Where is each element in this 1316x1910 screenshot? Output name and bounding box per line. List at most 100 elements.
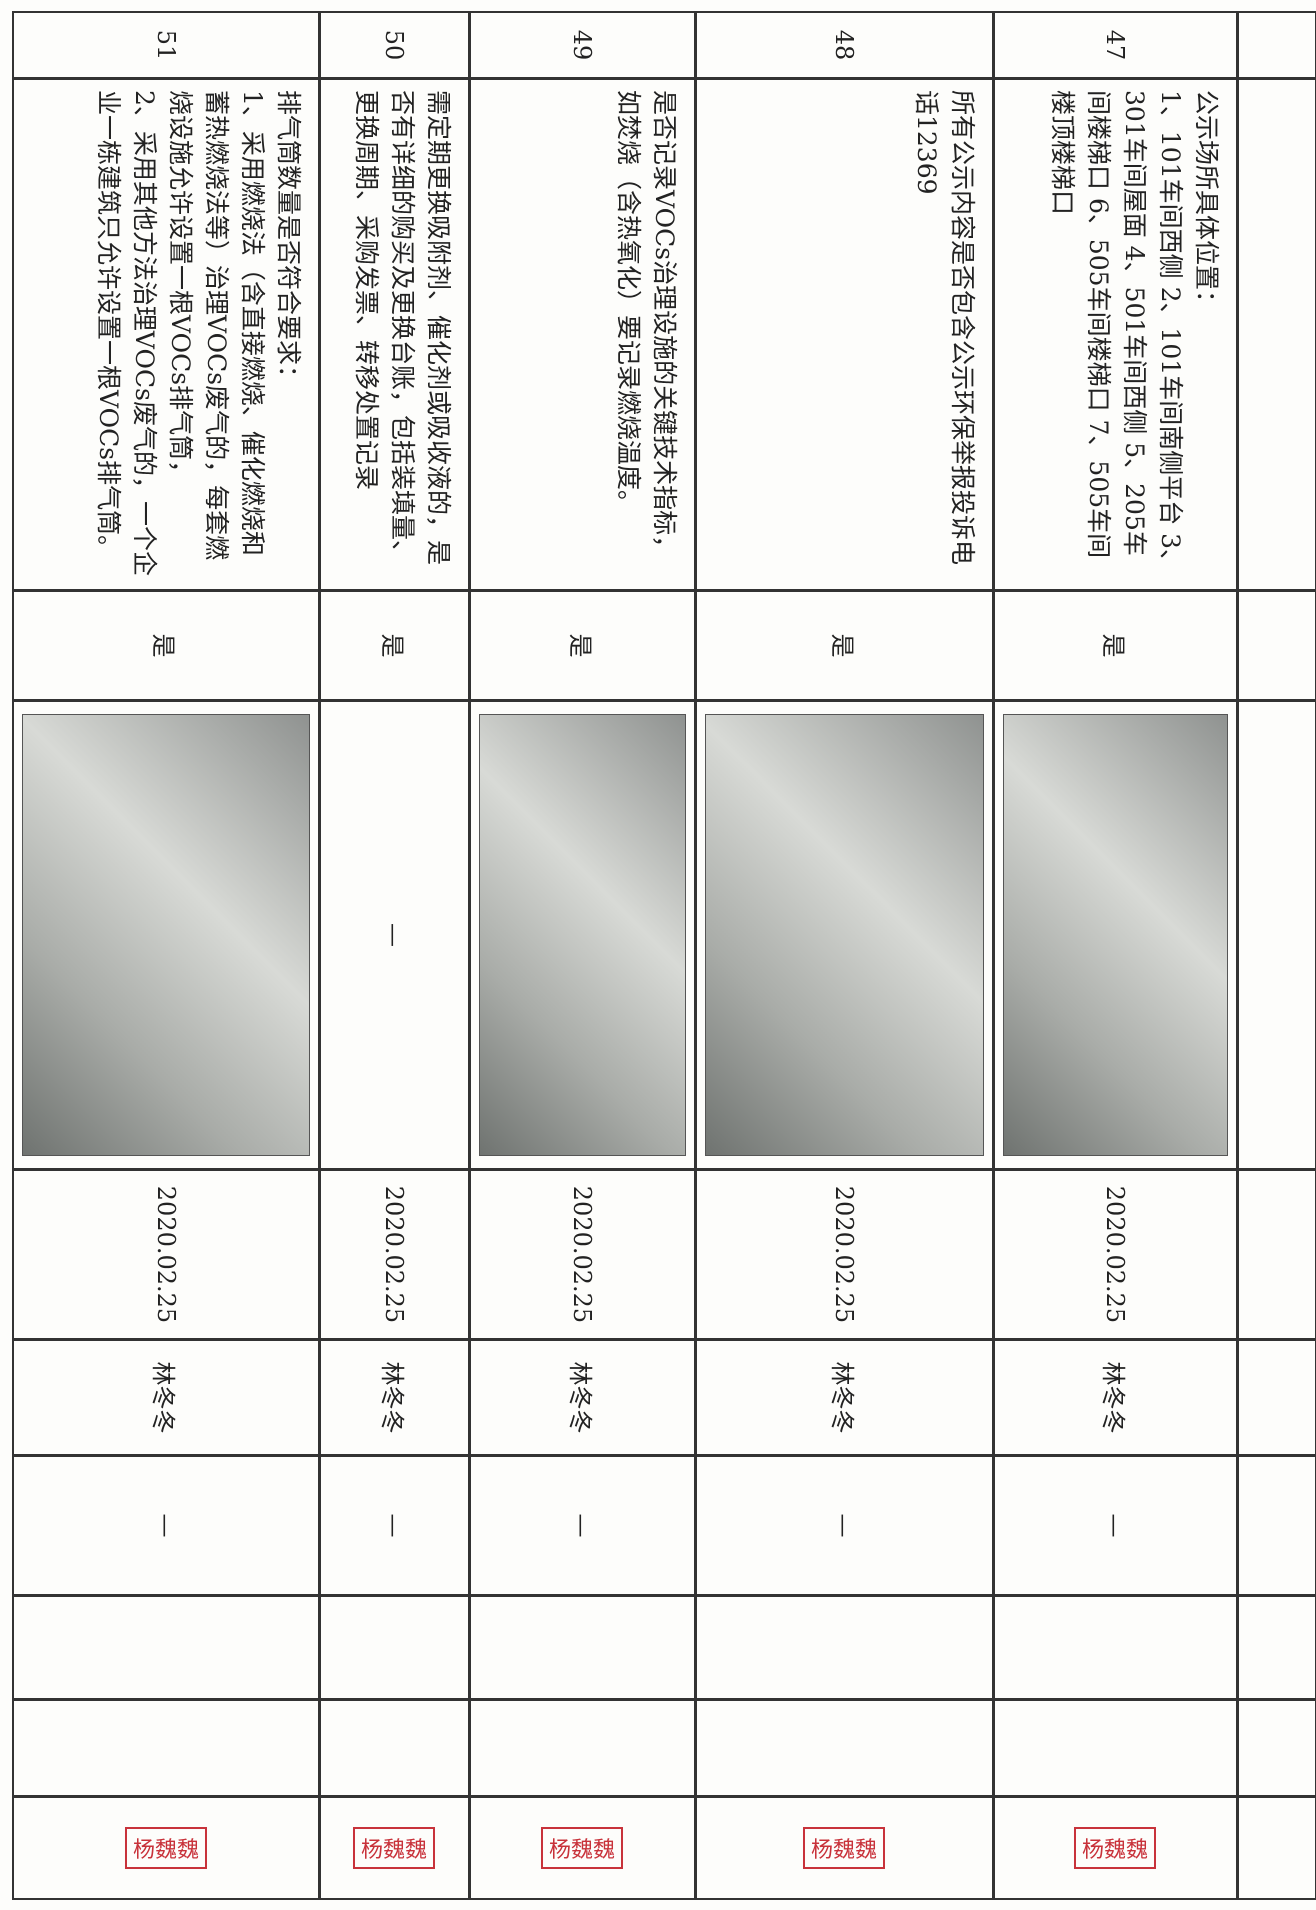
date-text: 2020.02.25 xyxy=(380,1185,409,1324)
result-cell: 是 xyxy=(12,590,320,701)
row-number-text: 50 xyxy=(380,29,409,61)
date-cell: 2020.02.25 xyxy=(469,1169,696,1340)
stamp: 杨魏魏 xyxy=(353,1826,436,1869)
remark-text: — xyxy=(152,1513,180,1538)
person-text: 林冬冬 xyxy=(149,1361,178,1434)
person-text: 林冬冬 xyxy=(378,1361,406,1434)
content-text: 所有公示内容是否包含公示环保举报投诉电话12369 xyxy=(912,90,977,566)
blank-cell xyxy=(319,1699,470,1797)
remark-cell: — xyxy=(319,1455,470,1596)
content-cell: 是否记录VOCs治理设施的关键技术指标，如焚烧（含热氧化）要记录燃烧温度。 xyxy=(469,78,696,591)
result-text: 是 xyxy=(378,633,406,658)
photo-cell xyxy=(993,700,1238,1170)
blank-cell xyxy=(1237,1455,1316,1596)
photo xyxy=(479,714,686,1156)
photo-cell xyxy=(12,700,320,1170)
blank-cell xyxy=(319,1595,470,1700)
date-text: 2020.02.25 xyxy=(152,1185,180,1324)
person-text: 林冬冬 xyxy=(566,1361,594,1434)
date-cell: 2020.02.25 xyxy=(993,1169,1238,1340)
date-text: 2020.02.25 xyxy=(830,1185,859,1324)
blank-cell xyxy=(1237,1595,1316,1700)
row-number: 47 xyxy=(993,11,1238,79)
blank-cell xyxy=(1237,1339,1316,1456)
row-number-text: 51 xyxy=(152,29,180,61)
result-cell: 是 xyxy=(993,590,1238,701)
photo xyxy=(705,714,984,1156)
result-cell: 是 xyxy=(469,590,696,701)
stamp: 杨魏魏 xyxy=(124,1826,208,1869)
blank-cell xyxy=(12,1595,320,1700)
date-text: 2020.02.25 xyxy=(1101,1185,1130,1324)
result-text: 是 xyxy=(149,633,178,658)
remark-cell: — xyxy=(12,1455,320,1596)
stamp: 杨魏魏 xyxy=(1074,1826,1157,1869)
result-text: 是 xyxy=(1099,633,1127,658)
person-cell: 林冬冬 xyxy=(319,1339,470,1456)
row-number: 51 xyxy=(12,11,320,79)
row-number-text: 47 xyxy=(1101,29,1130,61)
blank-cell xyxy=(12,1699,320,1797)
person-text: 林冬冬 xyxy=(828,1361,856,1434)
blank-cell xyxy=(469,1595,696,1700)
result-cell: 是 xyxy=(319,590,470,701)
content-cell: 公示场所具体位置： 1、101车间西侧 2、101车间南侧平台 3、301车间屋… xyxy=(993,78,1238,591)
stamp: 杨魏魏 xyxy=(803,1826,886,1869)
remark-cell: — xyxy=(695,1455,994,1596)
result-text: 是 xyxy=(828,633,856,658)
row-number: 48 xyxy=(695,11,994,79)
blank-cell xyxy=(1237,1796,1316,1900)
remark-text: — xyxy=(568,1513,597,1538)
result-text: 是 xyxy=(566,633,594,658)
content-cell: 需定期更换吸附剂、催化剂或吸收液的，是否有详细的购买及更换台账，包括装填量、更换… xyxy=(319,78,470,591)
content-text: 是否记录VOCs治理设施的关键技术指标，如焚烧（含热氧化）要记录燃烧温度。 xyxy=(614,90,679,561)
photo-cell: — xyxy=(319,700,470,1170)
content-cell: 所有公示内容是否包含公示环保举报投诉电话12369 xyxy=(695,78,994,591)
content-text: 公示场所具体位置： 1、101车间西侧 2、101车间南侧平台 3、301车间屋… xyxy=(1048,90,1221,575)
person-cell: 林冬冬 xyxy=(12,1339,320,1456)
row-number: 50 xyxy=(319,11,470,79)
blank-cell xyxy=(1237,1699,1316,1797)
stamp-cell: 杨魏魏 xyxy=(12,1796,320,1900)
stamp-cell: 杨魏魏 xyxy=(469,1796,696,1900)
stamp-cell: 杨魏魏 xyxy=(993,1796,1238,1900)
content-text: 需定期更换吸附剂、催化剂或吸收液的，是否有详细的购买及更换台账，包括装填量、更换… xyxy=(352,90,453,566)
blank-cell xyxy=(993,1699,1238,1797)
blank-cell xyxy=(695,1699,994,1797)
remark-text: — xyxy=(1101,1513,1130,1538)
blank-cell xyxy=(469,1699,696,1797)
remark-cell: — xyxy=(993,1455,1238,1596)
content-cell: 排气筒数量是否符合要求： 1、采用燃烧法（含直接燃烧、催化燃烧和蓄热燃烧法等）治… xyxy=(12,78,320,591)
blank-cell xyxy=(1237,590,1316,701)
row-number-text: 48 xyxy=(830,29,859,61)
row-number-text: 49 xyxy=(568,29,597,61)
blank-cell xyxy=(1237,11,1316,79)
blank-cell xyxy=(993,1595,1238,1700)
stamp-cell: 杨魏魏 xyxy=(695,1796,994,1900)
row-number: 49 xyxy=(469,11,696,79)
remark-cell: — xyxy=(469,1455,696,1596)
date-cell: 2020.02.25 xyxy=(319,1169,470,1340)
content-text: 排气筒数量是否符合要求： 1、采用燃烧法（含直接燃烧、催化燃烧和蓄热燃烧法等）治… xyxy=(94,90,303,576)
photo-cell xyxy=(695,700,994,1170)
blank-cell xyxy=(1237,78,1316,591)
blank-cell xyxy=(695,1595,994,1700)
photo xyxy=(22,714,310,1156)
date-text: 2020.02.25 xyxy=(568,1185,597,1324)
person-cell: 林冬冬 xyxy=(695,1339,994,1456)
result-cell: 是 xyxy=(695,590,994,701)
person-cell: 林冬冬 xyxy=(993,1339,1238,1456)
person-text: 林冬冬 xyxy=(1099,1361,1127,1434)
photo-cell xyxy=(469,700,696,1170)
blank-cell xyxy=(1237,700,1316,1170)
stamp: 杨魏魏 xyxy=(541,1826,624,1869)
date-cell: 2020.02.25 xyxy=(695,1169,994,1340)
photo-text: — xyxy=(380,923,409,947)
remark-text: — xyxy=(830,1513,859,1538)
remark-text: — xyxy=(380,1513,409,1538)
stamp-cell: 杨魏魏 xyxy=(319,1796,470,1900)
date-cell: 2020.02.25 xyxy=(12,1169,320,1340)
photo xyxy=(1003,714,1228,1156)
